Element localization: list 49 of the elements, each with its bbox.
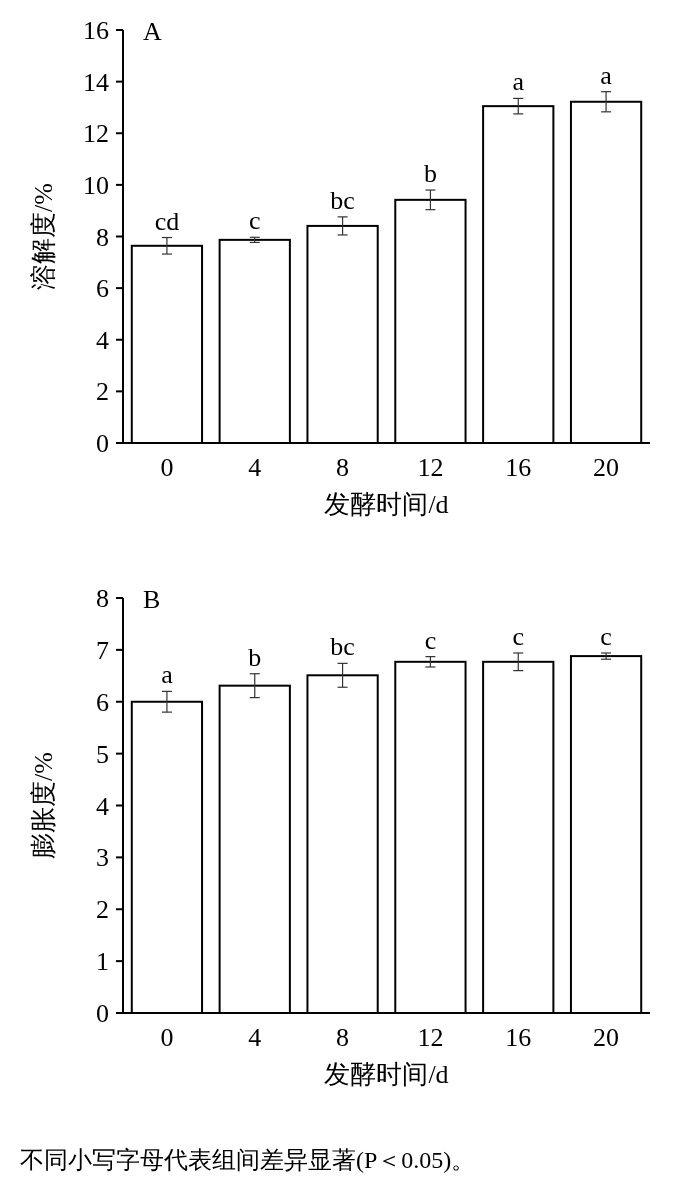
- y-tick-label: 7: [96, 635, 109, 665]
- y-tick-label: 0: [96, 999, 109, 1028]
- y-tick-label: 4: [96, 325, 109, 355]
- x-tick-label: 12: [417, 453, 444, 482]
- data-label: bc: [330, 185, 355, 215]
- x-tick-label: 12: [417, 1023, 444, 1052]
- y-tick-label: 8: [96, 222, 109, 252]
- data-label: a: [512, 67, 525, 97]
- x-tick-label: 0: [160, 453, 174, 482]
- y-tick-label: 5: [96, 739, 109, 769]
- x-tick-label: 20: [593, 453, 620, 482]
- y-tick-label: 6: [96, 687, 109, 717]
- y-tick-label: 1: [96, 947, 109, 977]
- data-label: b: [248, 642, 262, 672]
- data-label: c: [424, 625, 437, 655]
- x-tick-label: 20: [593, 1023, 620, 1052]
- x-tick-label: 8: [336, 1023, 350, 1052]
- data-label: b: [423, 159, 437, 189]
- y-tick-label: 14: [83, 67, 109, 97]
- x-tick-label: 4: [248, 453, 262, 482]
- data-label: bc: [330, 632, 355, 662]
- y-tick-label: 12: [83, 119, 109, 149]
- data-label: c: [600, 621, 612, 651]
- x-tick-label: 16: [505, 1023, 532, 1052]
- chart-title: A: [143, 17, 162, 46]
- y-tick-label: 6: [96, 274, 109, 304]
- y-tick-label: 4: [96, 791, 109, 821]
- data-label: cd: [154, 206, 180, 236]
- y-tick-label: 0: [96, 429, 109, 458]
- y-axis-title: 膨胀度/%: [29, 752, 58, 859]
- text: 不同小写字母代表组间差异显著(P＜0.05)。: [20, 1147, 476, 1173]
- y-axis-title: 溶解度/%: [29, 183, 58, 290]
- y-tick-label: 3: [96, 843, 109, 873]
- x-axis-title: 发酵时间/d: [324, 490, 449, 519]
- y-tick-label: 16: [83, 16, 109, 45]
- data-label: a: [600, 60, 613, 90]
- y-tick-label: 8: [96, 584, 109, 613]
- data-label: c: [512, 621, 525, 651]
- y-tick-label: 2: [96, 895, 109, 925]
- x-tick-label: 0: [160, 1023, 174, 1052]
- x-tick-label: 16: [505, 453, 532, 482]
- y-tick-label: 2: [96, 377, 109, 407]
- data-label: c: [248, 206, 261, 236]
- chart-title: B: [143, 585, 161, 614]
- data-label: a: [161, 660, 174, 690]
- y-tick-label: 10: [83, 170, 109, 200]
- x-tick-label: 8: [336, 453, 350, 482]
- x-tick-label: 4: [248, 1023, 262, 1052]
- x-axis-title: 发酵时间/d: [324, 1060, 449, 1089]
